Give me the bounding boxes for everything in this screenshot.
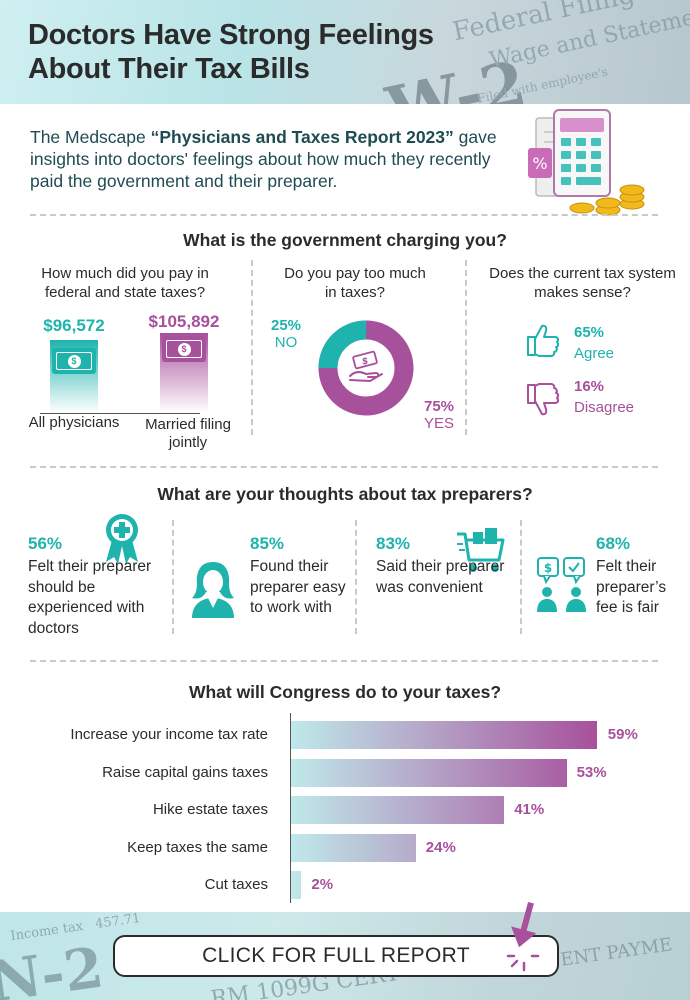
system-sense-question: Does the current tax system makes sense? (489, 265, 676, 301)
too-much-question: Do you pay too much in taxes? (284, 265, 426, 301)
all-physicians-amount: $96,572 (43, 316, 105, 335)
chart-title: What will Congress do to your taxes? (188, 682, 502, 702)
preparers-section-title: What are your thoughts about tax prepare… (157, 484, 533, 504)
bar-category-label: Raise capital gains taxes (102, 763, 268, 781)
agree-stat: 65% Agree (574, 322, 614, 364)
married-filing-label: Married filing jointly (145, 416, 231, 451)
bar (291, 758, 567, 787)
column-divider (465, 260, 467, 435)
bar-value-label: 2% (311, 876, 334, 893)
no-pct: 25% (270, 317, 302, 334)
intro-text: The Medscape “Physicians and Taxes Repor… (30, 126, 500, 192)
money-bill-icon: $ (162, 336, 206, 362)
bar-value-label: 53% (576, 763, 607, 781)
bar-value-label: 59% (607, 726, 638, 743)
all-physicians-label: All physicians (28, 414, 120, 431)
section-divider (30, 466, 658, 468)
preparer-convenient-pct: 83% (376, 534, 411, 553)
donut-slice-no (318, 320, 414, 416)
money-bill-icon: $ (52, 348, 96, 374)
preparer-fee-text: Felt their preparer’s fee is fair (596, 558, 667, 616)
shopping-cart-icon (457, 528, 505, 572)
agree-label: Agree (574, 345, 615, 362)
column-divider (251, 260, 253, 435)
bar (291, 796, 505, 824)
bar (291, 721, 598, 749)
disagree-stat: 16% Disagree (574, 376, 634, 418)
too-much-donut-chart: $ (318, 320, 414, 416)
calculator-receipt-icon: % (528, 109, 645, 216)
column-baseline (40, 413, 200, 414)
bar-value-label: 24% (425, 838, 456, 856)
donut-yes-label: 75% YES (419, 398, 459, 432)
column-divider (355, 520, 357, 634)
bar (291, 871, 302, 899)
section-divider (30, 660, 658, 662)
preparer-easy-pct: 85% (250, 534, 285, 553)
preparer-convenient-text: Said their preparer was convenient (376, 558, 505, 596)
full-report-button[interactable]: CLICK FOR FULL REPORT (113, 935, 559, 977)
bar-category-label: Cut taxes (204, 876, 268, 893)
disagree-pct: 16% (574, 378, 605, 395)
taxes-paid-question: How much did you pay in federal and stat… (41, 265, 209, 301)
preparer-experienced-text: Felt their preparer should be experience… (28, 558, 152, 637)
preparer-fee-pct: 68% (596, 534, 631, 553)
yes-label: YES (423, 415, 454, 432)
yes-pct: 75% (423, 398, 455, 415)
bar (291, 833, 416, 862)
cursor-click-icon (506, 902, 540, 972)
full-report-button-label: CLICK FOR FULL REPORT (202, 944, 470, 967)
preparer-easy-text: Found their preparer easy to work with (250, 558, 346, 616)
money-hand-icon: $ (349, 350, 383, 383)
svg-text:$: $ (544, 561, 552, 575)
intro-before: The Medscape (30, 127, 151, 147)
column-divider (172, 520, 174, 634)
award-ribbon-icon (106, 514, 138, 564)
header-banner: W-2 Federal Filing Wage and Statement Fi… (0, 0, 690, 104)
intro-after: gave insights into doctors' feelings abo… (30, 127, 497, 191)
agree-pct: 65% (574, 324, 605, 341)
donut-no-label: 25% NO (266, 317, 306, 351)
government-section-title: What is the government charging you? (183, 230, 507, 250)
report-name: “Physicians and Taxes Report 2023” (150, 127, 454, 147)
preparer-experienced-pct: 56% (28, 534, 63, 553)
married-filing-amount: $105,892 (148, 312, 220, 331)
person-icon (192, 562, 234, 618)
disagree-label: Disagree (574, 399, 635, 416)
section-divider (30, 214, 658, 216)
svg-text:$: $ (362, 357, 368, 367)
bar-category-label: Keep taxes the same (127, 838, 268, 856)
bar-category-label: Increase your income tax rate (70, 726, 268, 743)
bar-category-label: Hike estate taxes (152, 801, 268, 818)
thumbs-up-icon (527, 324, 560, 357)
people-chat-icon: $ (537, 557, 586, 612)
column-divider (520, 520, 522, 634)
no-label: NO (274, 334, 298, 351)
svg-text:%: % (532, 154, 547, 173)
chart-axis (290, 713, 291, 903)
page-title: Doctors Have Strong Feelings About Their… (28, 19, 434, 85)
thumbs-down-icon (527, 383, 560, 416)
bar-value-label: 41% (514, 801, 545, 818)
